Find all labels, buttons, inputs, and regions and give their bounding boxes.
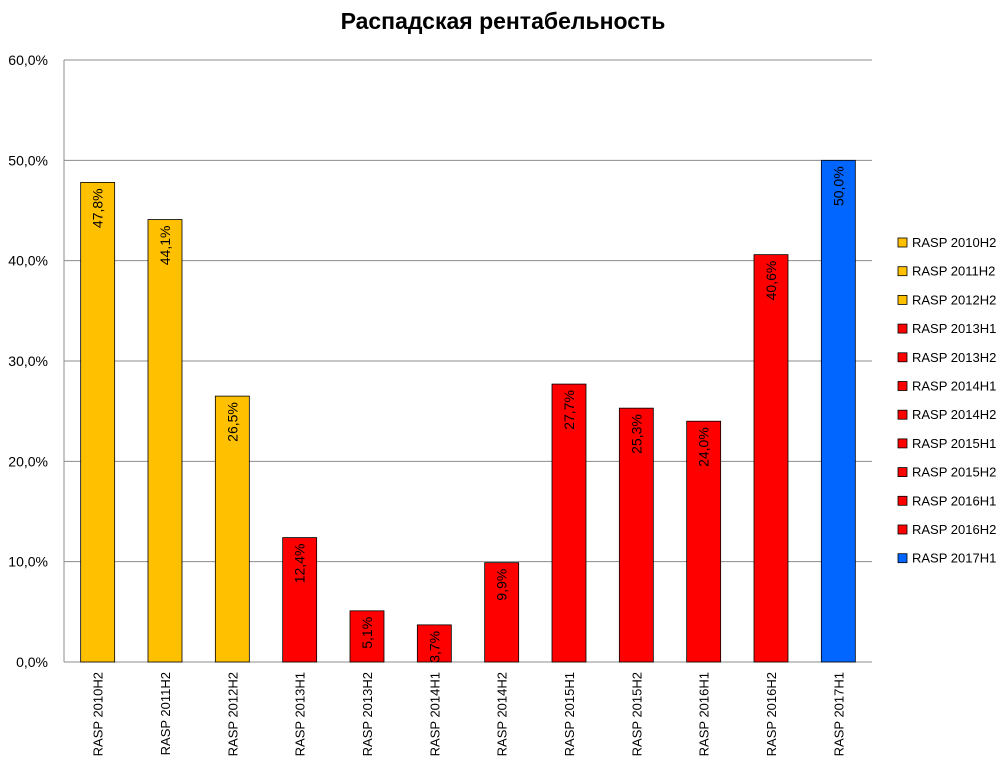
bar xyxy=(282,537,318,663)
x-tick-label: RASP 2013H1 xyxy=(293,672,308,756)
legend-label: RASP 2010H2 xyxy=(912,235,996,250)
data-label: 50,0% xyxy=(830,166,846,206)
data-label: 3,7% xyxy=(426,631,442,663)
x-tick-label: RASP 2016H2 xyxy=(764,672,779,756)
x-tick-label: RASP 2011H2 xyxy=(158,672,173,755)
data-label: 9,9% xyxy=(494,569,510,601)
bar xyxy=(349,610,385,663)
legend-label: RASP 2015H2 xyxy=(912,465,996,480)
legend-label: RASP 2016H2 xyxy=(912,522,996,537)
legend-label: RASP 2014H1 xyxy=(912,379,996,394)
legend-swatch xyxy=(897,438,908,449)
legend-swatch xyxy=(897,294,908,305)
x-tick-label: RASP 2016H1 xyxy=(697,672,712,756)
bar xyxy=(618,407,654,663)
legend-swatch xyxy=(897,323,908,334)
legend-label: RASP 2011H2 xyxy=(912,264,995,279)
data-label: 47,8% xyxy=(90,188,106,228)
x-tick-label: RASP 2015H1 xyxy=(562,672,577,756)
bar xyxy=(484,562,520,663)
x-tick-label: RASP 2014H2 xyxy=(495,672,510,756)
legend-label: RASP 2015H1 xyxy=(912,436,996,451)
legend-label: RASP 2012H2 xyxy=(912,292,996,307)
y-tick-label: 50,0% xyxy=(8,152,48,168)
y-tick-label: 20,0% xyxy=(8,453,48,469)
bar xyxy=(551,383,587,663)
legend-swatch xyxy=(897,266,908,277)
x-tick-label: RASP 2015H2 xyxy=(629,672,644,756)
x-tick-label: RASP 2010H2 xyxy=(91,672,106,756)
legend-swatch xyxy=(897,553,908,564)
legend-label: RASP 2017H1 xyxy=(912,551,996,566)
legend-swatch xyxy=(897,409,908,420)
bar xyxy=(80,182,116,663)
x-tick-label: RASP 2017H1 xyxy=(831,672,846,756)
y-tick-label: 30,0% xyxy=(8,353,48,369)
bar xyxy=(416,624,452,663)
x-tick-label: RASP 2014H1 xyxy=(427,672,442,756)
bar xyxy=(147,219,183,663)
x-tick-label: RASP 2012H2 xyxy=(225,672,240,756)
data-label: 24,0% xyxy=(696,427,712,467)
legend-label: RASP 2013H1 xyxy=(912,321,996,336)
data-label: 25,3% xyxy=(628,414,644,454)
bar xyxy=(753,254,789,663)
bar xyxy=(686,420,722,663)
y-tick-label: 0,0% xyxy=(16,654,48,670)
y-tick-label: 10,0% xyxy=(8,554,48,570)
bar xyxy=(820,159,856,663)
legend-swatch xyxy=(897,381,908,391)
data-label: 12,4% xyxy=(292,544,308,584)
data-label: 27,7% xyxy=(561,390,577,430)
legend-label: RASP 2013H2 xyxy=(912,350,996,365)
data-label: 44,1% xyxy=(157,226,173,266)
bar xyxy=(214,395,250,663)
data-label: 26,5% xyxy=(224,402,240,442)
legend-swatch xyxy=(897,524,908,535)
legend-label: RASP 2014H2 xyxy=(912,407,996,422)
legend-swatch xyxy=(897,237,908,248)
legend-label: RASP 2016H1 xyxy=(912,493,996,508)
x-tick-label: RASP 2013H2 xyxy=(360,672,375,756)
chart-title: Распадская рентабельность xyxy=(340,8,666,34)
data-label: 5,1% xyxy=(359,617,375,649)
legend-swatch xyxy=(897,495,908,506)
legend-swatch xyxy=(897,467,908,478)
y-tick-label: 60,0% xyxy=(8,52,48,68)
legend-swatch xyxy=(897,352,908,363)
data-label: 40,6% xyxy=(763,261,779,301)
y-tick-label: 40,0% xyxy=(8,253,48,269)
